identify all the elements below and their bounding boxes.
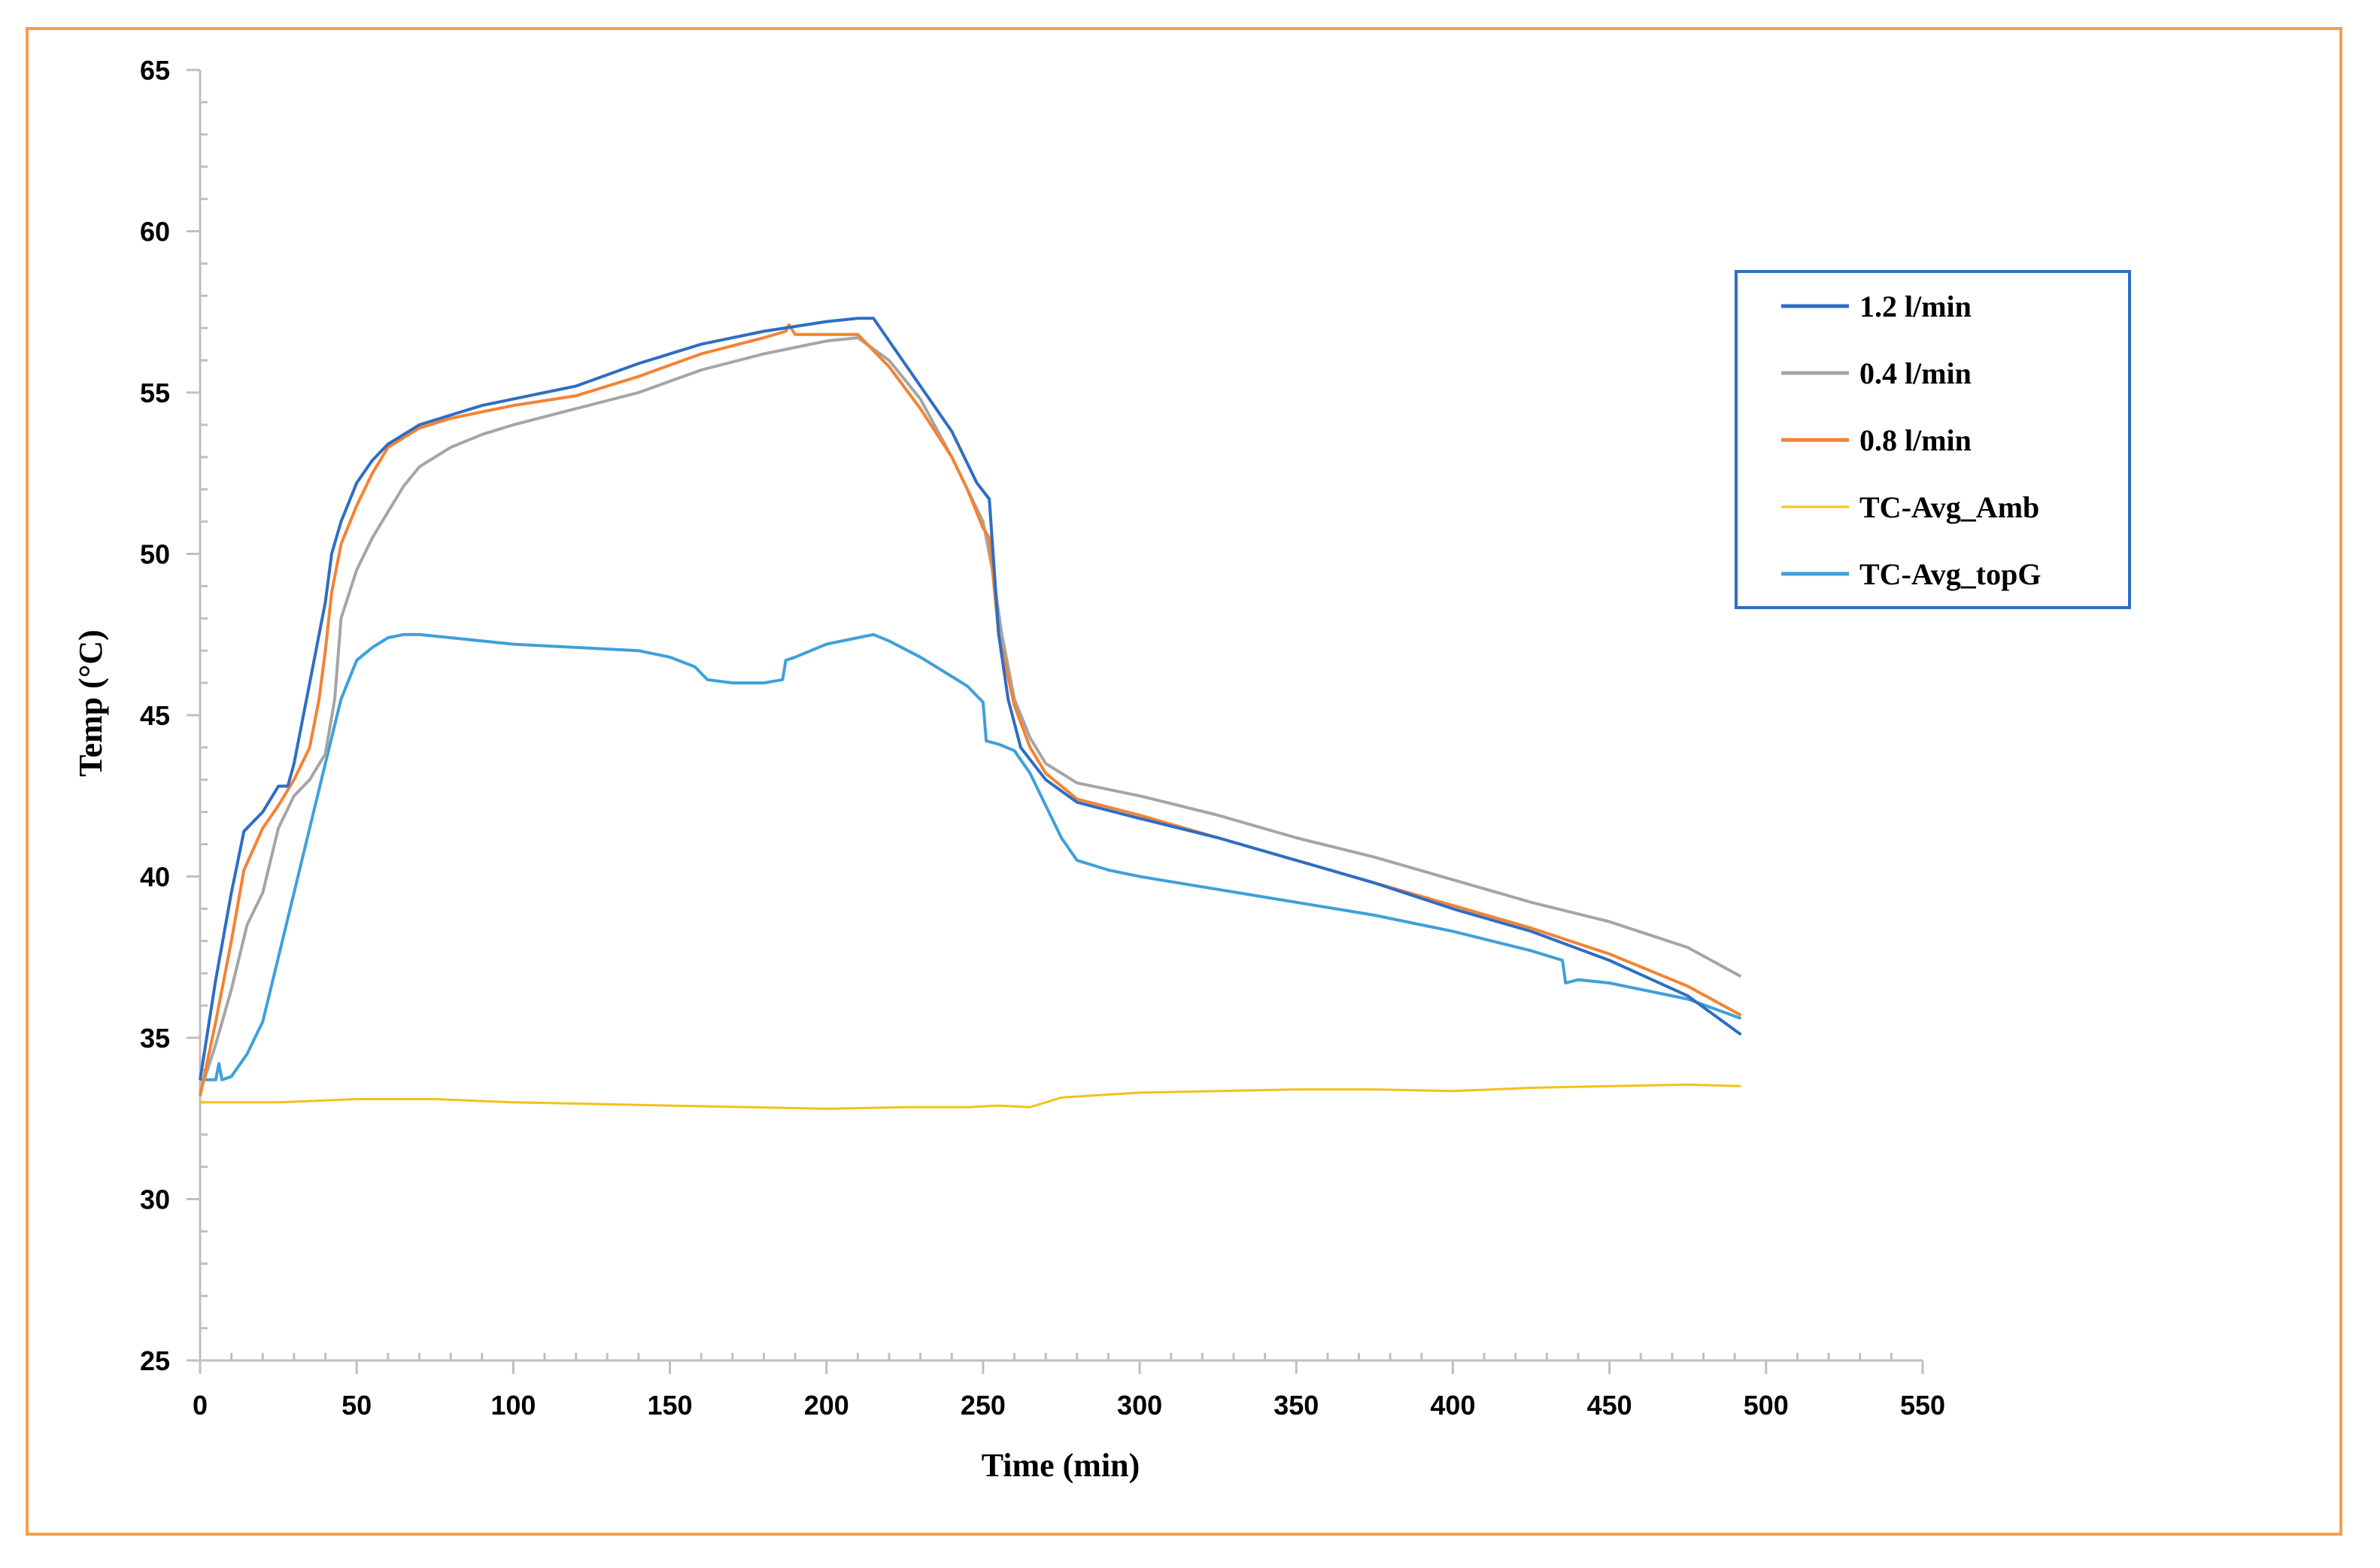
- x-tick-label: 250: [961, 1390, 1006, 1421]
- axes: 25 30 35 40 45 50 55 60 65 0 50 100 150 200 250 300 350 4…: [140, 55, 1945, 1421]
- x-tick-label: 50: [342, 1390, 372, 1421]
- series-line-tc-avg-topg: [200, 632, 1742, 1081]
- legend-label-1-2-l-min: 1.2 l/min: [1859, 290, 1972, 323]
- y-tick-label: 60: [140, 217, 170, 247]
- x-tick-label: 0: [193, 1390, 208, 1421]
- y-tick-label: 65: [140, 55, 170, 86]
- series-line-0-8-l-min: [199, 323, 1742, 1096]
- x-tick-label: 400: [1430, 1390, 1475, 1421]
- series-lines: [199, 317, 1742, 1110]
- x-tick-label: 200: [804, 1390, 849, 1421]
- x-tick-label: 550: [1900, 1390, 1945, 1421]
- x-tick-label: 500: [1744, 1390, 1789, 1421]
- x-axis-title: Time (min): [982, 1447, 1140, 1484]
- x-tick-label: 300: [1117, 1390, 1162, 1421]
- series-line-tc-avg-amb: [200, 1083, 1741, 1110]
- legend-label-tc-avg-amb: TC-Avg_Amb: [1859, 490, 2039, 524]
- y-tick-label: 40: [140, 862, 170, 893]
- series-line-1-2-l-min: [199, 317, 1742, 1081]
- x-tick-label: 450: [1587, 1390, 1632, 1421]
- y-tick-label: 30: [140, 1184, 170, 1215]
- y-axis-title: Temp (°C): [72, 629, 109, 777]
- y-tick-label: 25: [140, 1345, 170, 1376]
- series-line-0-4-l-min: [199, 336, 1742, 1093]
- y-tick-label: 45: [140, 700, 170, 731]
- y-tick-label: 35: [140, 1023, 170, 1054]
- legend: 1.2 l/min 0.4 l/min 0.8 l/min TC-Avg_Amb TC-…: [1735, 270, 2131, 609]
- y-tick-label: 50: [140, 539, 170, 570]
- legend-label-tc-avg-topg: TC-Avg_topG: [1859, 557, 2041, 591]
- y-tick-label: 55: [140, 378, 170, 408]
- legend-label-0-8-l-min: 0.8 l/min: [1859, 423, 1972, 457]
- x-tick-label: 150: [648, 1390, 693, 1421]
- x-tick-label: 100: [490, 1390, 536, 1421]
- x-tick-label: 350: [1273, 1390, 1319, 1421]
- legend-label-0-4-l-min: 0.4 l/min: [1859, 356, 1972, 390]
